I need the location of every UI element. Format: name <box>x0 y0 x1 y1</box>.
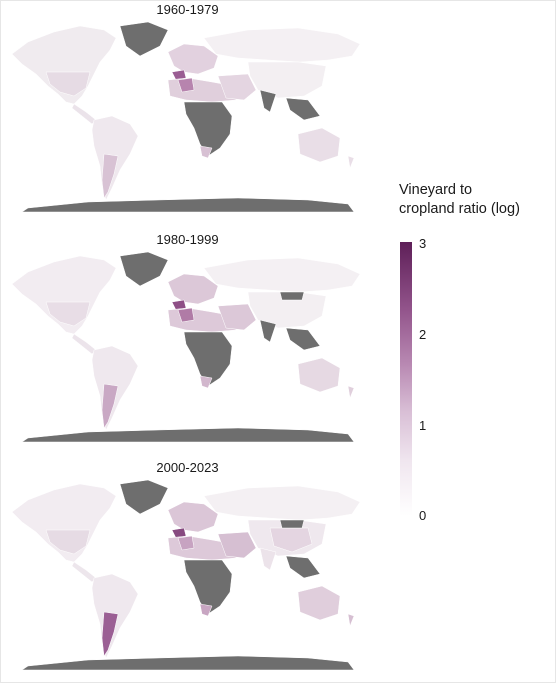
europe <box>167 43 219 75</box>
north-america <box>11 483 117 563</box>
legend-tick-label: 3 <box>419 236 427 251</box>
world-map-1980-1999 <box>11 251 361 443</box>
legend-tick-label: 0 <box>419 508 427 523</box>
chile-argentina <box>101 611 119 657</box>
antarctica <box>21 197 355 213</box>
map-countries <box>11 251 361 443</box>
usa <box>45 529 91 555</box>
india <box>259 319 277 343</box>
new-zealand <box>347 613 355 627</box>
europe <box>167 501 219 533</box>
antarctica <box>21 427 355 443</box>
panel-title-2000-2023: 2000-2023 <box>156 460 219 475</box>
legend-tick-mark <box>412 425 417 426</box>
sub-saharan-africa <box>183 331 233 387</box>
southeast-asia <box>285 555 321 579</box>
middle-east <box>217 531 257 559</box>
world-map-2000-2023 <box>11 479 361 671</box>
australia <box>297 357 341 393</box>
legend-title: Vineyard to cropland ratio (log) <box>399 181 520 219</box>
south-africa <box>199 603 213 617</box>
usa <box>45 301 91 327</box>
russia <box>203 485 361 521</box>
new-zealand <box>347 155 355 169</box>
legend-title-line-2: cropland ratio (log) <box>399 201 520 217</box>
legend-tick-mark <box>412 243 417 244</box>
mongolia <box>279 519 305 529</box>
russia <box>203 27 361 63</box>
legend-color-bar <box>400 242 412 516</box>
legend-tick-label: 1 <box>419 418 427 433</box>
legend-tick-mark <box>412 515 417 516</box>
southeast-asia <box>285 97 321 121</box>
greenland <box>119 21 169 57</box>
sub-saharan-africa <box>183 101 233 157</box>
north-america <box>11 255 117 335</box>
greenland <box>119 479 169 515</box>
chile-argentina <box>101 383 119 429</box>
asia <box>247 61 327 99</box>
chile-argentina <box>101 153 119 199</box>
central-america <box>71 561 97 583</box>
map-countries <box>11 21 361 213</box>
central-america <box>71 103 97 125</box>
morocco-algeria <box>177 307 195 323</box>
legend-tick-mark <box>412 334 417 335</box>
antarctica <box>21 655 355 671</box>
asia <box>247 291 327 329</box>
morocco-algeria <box>177 77 195 93</box>
southeast-asia <box>285 327 321 351</box>
australia <box>297 585 341 621</box>
greenland <box>119 251 169 287</box>
mongolia <box>279 291 305 301</box>
map-countries <box>11 479 361 671</box>
legend-tick-label: 2 <box>419 327 427 342</box>
middle-east <box>217 73 257 101</box>
world-map-1960-1979 <box>11 21 361 213</box>
india <box>259 89 277 113</box>
south-africa <box>199 375 213 389</box>
panel-title-1960-1979: 1960-1979 <box>156 2 219 17</box>
north-america <box>11 25 117 105</box>
middle-east <box>217 303 257 331</box>
europe <box>167 273 219 305</box>
south-africa <box>199 145 213 159</box>
sub-saharan-africa <box>183 559 233 615</box>
central-america <box>71 333 97 355</box>
panel-title-1980-1999: 1980-1999 <box>156 232 219 247</box>
new-zealand <box>347 385 355 399</box>
legend-title-line-1: Vineyard to <box>399 182 473 198</box>
india <box>259 547 277 571</box>
usa <box>45 71 91 97</box>
russia <box>203 257 361 293</box>
australia <box>297 127 341 163</box>
morocco-algeria <box>177 535 195 551</box>
